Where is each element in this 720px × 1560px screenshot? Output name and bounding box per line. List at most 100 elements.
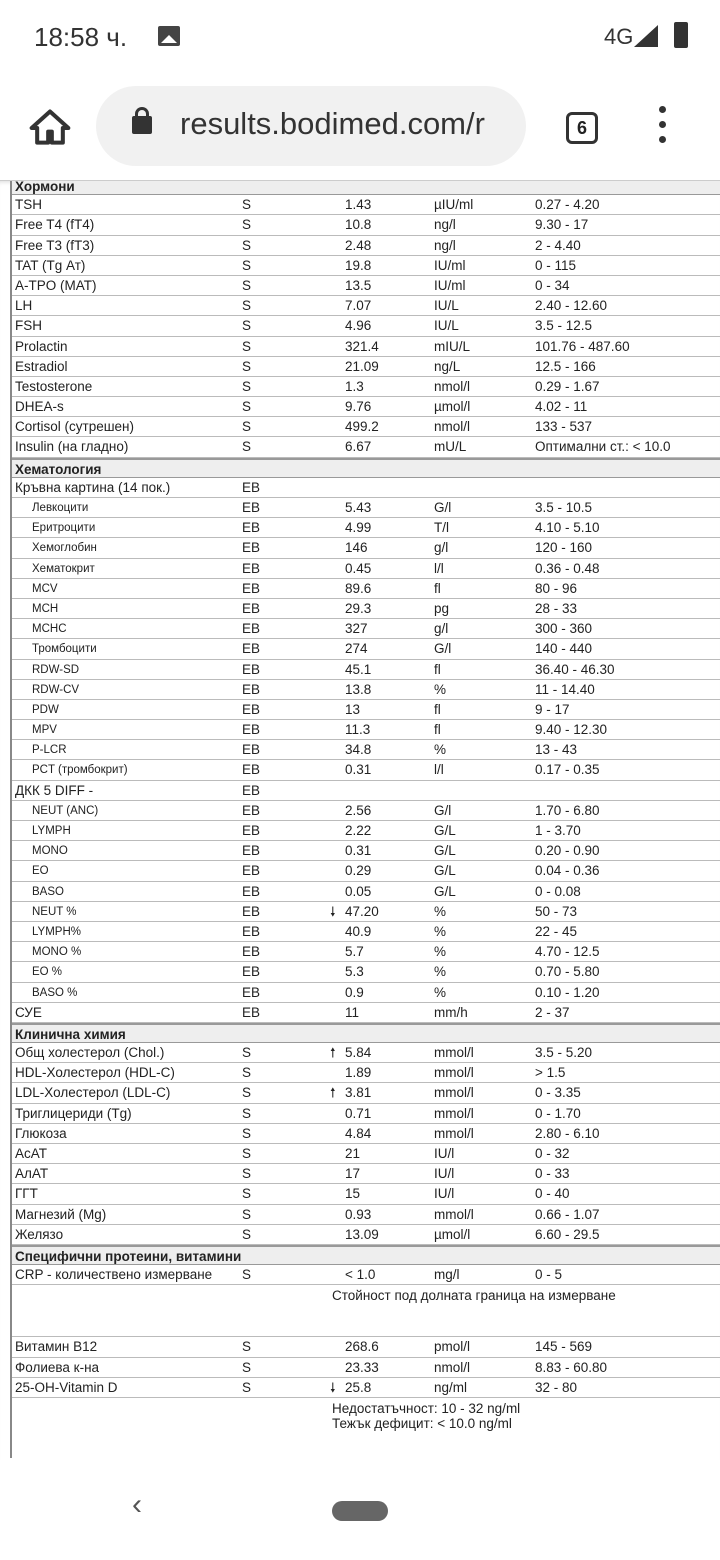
table-row: Cortisol (сутрешен) S 499.2 nmol/l 133 - 537	[12, 417, 720, 438]
test-name: FSH	[15, 318, 42, 334]
table-row: Витамин B12 S 268.6 pmol/l 145 - 569	[12, 1337, 720, 1358]
table-row: LH S 7.07 IU/L 2.40 - 12.60	[12, 296, 720, 317]
home-icon[interactable]	[28, 106, 72, 150]
reference-range: 145 - 569	[535, 1339, 593, 1355]
test-name: DHEA-s	[15, 399, 64, 415]
test-name: CRP - количествено измерване	[15, 1267, 213, 1283]
specimen: S	[242, 298, 252, 314]
result-value: 4.99	[345, 520, 372, 536]
result-value: 47.20	[345, 903, 379, 919]
results-table: Хормони TSH S 1.43 µIU/ml 0.27 - 4.20 Free T4 …	[10, 180, 720, 1458]
tab-switcher-button[interactable]: 6	[566, 112, 598, 144]
section-title: Хормони	[15, 180, 75, 194]
specimen: S	[242, 358, 252, 374]
table-row: DHEA-s S 9.76 µmol/l 4.02 - 11	[12, 397, 720, 418]
reference-range: 28 - 33	[535, 600, 578, 616]
reference-range: 9.40 - 12.30	[535, 722, 608, 738]
result-value: 1.3	[345, 378, 364, 394]
specimen: S	[242, 1105, 252, 1121]
result-value: 4.84	[345, 1125, 372, 1141]
test-name: EO %	[32, 966, 63, 979]
specimen: EB	[242, 923, 261, 939]
specimen: S	[242, 1065, 252, 1081]
note-line: Недостатъчност: 10 - 32 ng/ml	[332, 1400, 521, 1416]
unit: mU/L	[434, 439, 467, 455]
unit: ng/ml	[434, 1379, 468, 1395]
result-value: 2.48	[345, 237, 372, 253]
test-name: АсАТ	[15, 1146, 47, 1161]
unit: G/L	[434, 843, 456, 859]
reference-range: 133 - 537	[535, 419, 593, 435]
table-row: LDL-Холестерол (LDL-C) S 3.81 mmol/l 0 - 3.3…	[12, 1083, 720, 1104]
test-name: Хемоглобин	[32, 542, 97, 555]
section-header: Специфични протеини, витамини	[12, 1244, 720, 1266]
result-value: 13.09	[345, 1226, 379, 1242]
specimen: EB	[242, 520, 261, 536]
table-row: MPV EB 11.3 fl 9.40 - 12.30	[12, 720, 720, 741]
specimen: S	[242, 237, 252, 253]
test-name: MCH	[32, 602, 59, 615]
unit: %	[434, 984, 447, 1000]
result-value: 11	[345, 1004, 360, 1020]
reference-range: 0.10 - 1.20	[535, 984, 600, 1000]
unit: %	[434, 742, 447, 758]
result-value: 11.3	[345, 722, 371, 738]
test-name: PDW	[32, 703, 59, 716]
reference-range: 0.04 - 0.36	[535, 863, 600, 879]
result-value: 0.29	[345, 863, 372, 879]
back-icon[interactable]: ‹	[132, 1488, 142, 1521]
specimen: EB	[242, 701, 261, 717]
test-name: TAT (Tg Ат)	[15, 257, 86, 273]
unit: l/l	[434, 560, 444, 576]
specimen: EB	[242, 580, 261, 596]
reference-range: 0.29 - 1.67	[535, 378, 600, 394]
unit: G/l	[434, 641, 452, 657]
result-value: 0.93	[345, 1206, 372, 1222]
battery-icon	[674, 22, 688, 48]
signal-icon	[634, 25, 658, 47]
specimen: S	[242, 1045, 252, 1061]
specimen: S	[242, 1186, 252, 1202]
test-name: Free T4 (fT4)	[15, 217, 95, 233]
reference-range: 9 - 17	[535, 701, 570, 717]
specimen: S	[242, 277, 252, 293]
test-name: Триглицериди (Tg)	[15, 1105, 132, 1121]
reference-range: 0.66 - 1.07	[535, 1206, 600, 1222]
test-name: Витамин B12	[15, 1339, 98, 1355]
test-name: NEUT %	[32, 905, 77, 918]
test-name: Тромбоцити	[32, 643, 97, 656]
test-name: LYMPH%	[32, 925, 81, 938]
specimen: S	[242, 419, 252, 435]
home-pill[interactable]	[332, 1501, 388, 1521]
table-row: Желязо S 13.09 µmol/l 6.60 - 29.5	[12, 1225, 720, 1245]
unit: l/l	[434, 762, 444, 778]
result-value: 19.8	[345, 257, 372, 273]
image-icon	[158, 26, 180, 46]
unit: %	[434, 964, 447, 980]
test-name: BASO	[32, 885, 64, 898]
unit: mmol/l	[434, 1206, 474, 1222]
specimen: S	[242, 1267, 252, 1283]
specimen: S	[242, 1339, 252, 1355]
reference-range: Оптимални ст.: < 10.0	[535, 439, 671, 455]
result-value: 40.9	[345, 923, 372, 939]
menu-icon[interactable]	[656, 106, 668, 150]
table-row: ДКК 5 DIFF - EB	[12, 781, 720, 801]
table-row: MONO EB 0.31 G/L 0.20 - 0.90	[12, 841, 720, 862]
table-row: АсАТ S 21 IU/l 0 - 32	[12, 1144, 720, 1165]
result-value: 5.43	[345, 500, 372, 515]
reference-range: 3.5 - 5.20	[535, 1045, 593, 1061]
unit: G/l	[434, 500, 452, 515]
specimen: S	[242, 257, 252, 273]
test-name: Testosterone	[15, 378, 93, 394]
table-row: Кръвна картина (14 пок.) EB	[12, 478, 720, 498]
unit: %	[434, 903, 447, 919]
result-value: 23.33	[345, 1359, 379, 1375]
result-value: 1.43	[345, 197, 372, 213]
specimen: EB	[242, 944, 261, 960]
address-bar[interactable]: results.bodimed.com/r	[96, 86, 526, 166]
test-name: АлАТ	[15, 1166, 49, 1182]
result-value: 274	[345, 641, 368, 657]
result-value: 2.56	[345, 802, 372, 818]
test-name: Левкоцити	[32, 502, 89, 514]
